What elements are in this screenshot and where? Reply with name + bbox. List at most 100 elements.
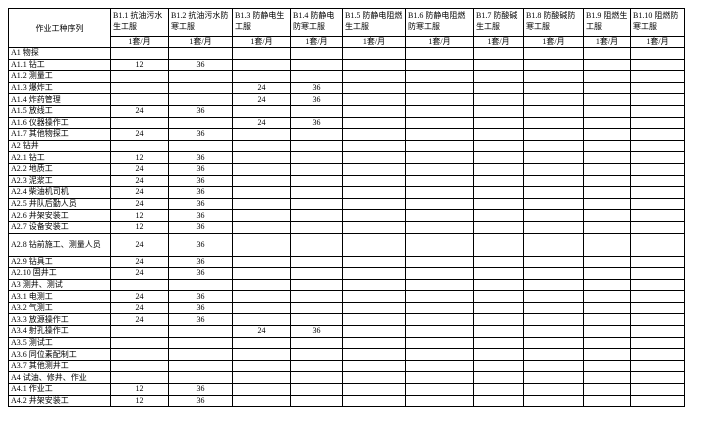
empty-cell bbox=[630, 47, 685, 60]
empty-cell bbox=[630, 162, 685, 176]
value-cell: 36 bbox=[168, 313, 233, 327]
empty-cell bbox=[583, 93, 631, 106]
empty-cell bbox=[583, 336, 631, 350]
sheet: 作业工种序列 B1.1 抗油污水生工服 B1.2 抗油污水防寒工服 B1.3 防静电生… bbox=[8, 8, 685, 408]
empty-cell bbox=[232, 371, 291, 385]
empty-cell bbox=[630, 104, 685, 118]
empty-cell bbox=[168, 116, 233, 130]
empty-cell bbox=[232, 348, 291, 361]
empty-cell bbox=[232, 255, 291, 269]
empty-cell bbox=[473, 162, 524, 176]
empty-cell bbox=[583, 70, 631, 83]
row-label: A2.1 钻工 bbox=[8, 151, 111, 164]
empty-cell bbox=[473, 255, 524, 269]
row-label: A2.8 钻前施工、测量人员 bbox=[8, 232, 111, 257]
empty-cell bbox=[523, 151, 584, 164]
empty-cell bbox=[232, 162, 291, 176]
empty-cell bbox=[523, 232, 584, 257]
empty-cell bbox=[523, 197, 584, 211]
empty-cell bbox=[630, 70, 685, 83]
empty-cell bbox=[630, 186, 685, 199]
empty-cell bbox=[110, 371, 169, 385]
empty-cell bbox=[405, 93, 474, 106]
value-cell: 24 bbox=[110, 267, 169, 280]
empty-cell bbox=[405, 186, 474, 199]
empty-cell bbox=[583, 174, 631, 188]
empty-cell bbox=[342, 197, 406, 211]
empty-cell bbox=[290, 336, 343, 350]
table-row: A1.5 放线工 24 36 bbox=[8, 104, 685, 118]
empty-cell bbox=[473, 209, 524, 222]
empty-cell bbox=[630, 348, 685, 361]
empty-cell bbox=[583, 383, 631, 396]
empty-cell bbox=[232, 47, 291, 60]
value-cell: 12 bbox=[110, 151, 169, 164]
empty-cell bbox=[473, 58, 524, 72]
empty-cell bbox=[232, 290, 291, 303]
empty-cell bbox=[342, 290, 406, 303]
empty-cell bbox=[523, 348, 584, 361]
empty-cell bbox=[523, 278, 584, 292]
row-label: A2.9 钻具工 bbox=[8, 255, 111, 269]
table-row: A2.9 钻具工 24 36 bbox=[8, 255, 685, 269]
value-cell: 36 bbox=[168, 255, 233, 269]
row-label: A4.2 井架安装工 bbox=[8, 394, 111, 408]
empty-cell bbox=[342, 139, 406, 153]
empty-cell bbox=[405, 232, 474, 257]
row-label: A1.3 爆炸工 bbox=[8, 81, 111, 95]
empty-cell bbox=[630, 128, 685, 141]
unit-cell: 1套/月 bbox=[110, 36, 169, 48]
table-row: A2.6 井架安装工 12 36 bbox=[8, 209, 685, 222]
column-header: B1.8 防酸碱防寒工服 bbox=[523, 8, 584, 37]
table-row: A2.2 地质工 24 36 bbox=[8, 162, 685, 176]
empty-cell bbox=[630, 174, 685, 188]
value-cell: 24 bbox=[232, 81, 291, 95]
empty-cell bbox=[110, 278, 169, 292]
empty-cell bbox=[523, 325, 584, 338]
unit-row: 1套/月 1套/月 1套/月 1套/月 1套/月 1套/月 1套/月 1套/月 1套/月 1套/月 bbox=[9, 36, 685, 48]
empty-cell bbox=[290, 267, 343, 280]
empty-cell bbox=[630, 336, 685, 350]
empty-cell bbox=[583, 128, 631, 141]
table-row: A1.4 炸药管理 24 36 bbox=[8, 93, 685, 106]
unit-cell: 1套/月 bbox=[583, 36, 631, 48]
empty-cell bbox=[523, 162, 584, 176]
table-row: A1.7 其他物探工 24 36 bbox=[8, 128, 685, 141]
empty-cell bbox=[232, 383, 291, 396]
empty-cell bbox=[342, 151, 406, 164]
empty-cell bbox=[232, 186, 291, 199]
empty-cell bbox=[523, 383, 584, 396]
row-label: A3.3 放源操作工 bbox=[8, 313, 111, 327]
empty-cell bbox=[405, 58, 474, 72]
empty-cell bbox=[405, 255, 474, 269]
empty-cell bbox=[342, 81, 406, 95]
value-cell: 12 bbox=[110, 58, 169, 72]
empty-cell bbox=[405, 162, 474, 176]
empty-cell bbox=[168, 371, 233, 385]
empty-cell bbox=[583, 47, 631, 60]
row-label: A3.6 同位素配制工 bbox=[8, 348, 111, 361]
empty-cell bbox=[405, 301, 474, 315]
column-header: B1.10 阻燃防寒工服 bbox=[630, 8, 685, 37]
value-cell: 12 bbox=[110, 220, 169, 234]
empty-cell bbox=[290, 313, 343, 327]
empty-cell bbox=[110, 47, 169, 60]
row-label: A2.4 柴油机司机 bbox=[8, 186, 111, 199]
empty-cell bbox=[168, 359, 233, 373]
empty-cell bbox=[405, 151, 474, 164]
empty-cell bbox=[630, 139, 685, 153]
empty-cell bbox=[168, 47, 233, 60]
empty-cell bbox=[232, 197, 291, 211]
empty-cell bbox=[290, 174, 343, 188]
empty-cell bbox=[473, 93, 524, 106]
empty-cell bbox=[110, 336, 169, 350]
empty-cell bbox=[523, 371, 584, 385]
empty-cell bbox=[523, 313, 584, 327]
empty-cell bbox=[168, 278, 233, 292]
empty-cell bbox=[473, 394, 524, 408]
empty-cell bbox=[290, 278, 343, 292]
empty-cell bbox=[405, 197, 474, 211]
empty-cell bbox=[473, 383, 524, 396]
value-cell: 24 bbox=[110, 313, 169, 327]
